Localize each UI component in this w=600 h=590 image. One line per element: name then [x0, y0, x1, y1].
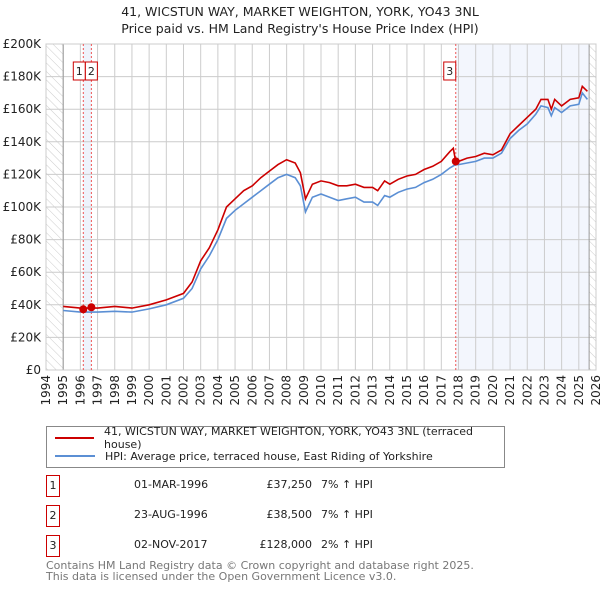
marker-badge: 1 [46, 475, 60, 497]
sale-point [79, 305, 88, 314]
y-tick-label: £40K [10, 298, 42, 312]
transaction-hpi: 2% ↑ HPI [321, 538, 373, 551]
x-tick-label: 2003 [194, 375, 208, 406]
transaction-date: 23-AUG-1996 [134, 508, 208, 521]
legend: 41, WICSTUN WAY, MARKET WEIGHTON, YORK, … [46, 425, 505, 468]
x-tick-label: 2025 [572, 375, 586, 406]
sale-label-box [84, 61, 98, 81]
sale-point [87, 303, 96, 312]
x-tick-label: 2004 [211, 375, 225, 406]
y-tick-label: £180K [3, 70, 43, 84]
x-tick-label: 2012 [348, 375, 362, 406]
x-tick-label: 1995 [56, 375, 70, 406]
x-tick-label: 2010 [314, 375, 328, 406]
legend-item-property: 41, WICSTUN WAY, MARKET WEIGHTON, YORK, … [55, 425, 504, 451]
x-tick-label: 2024 [555, 375, 569, 406]
sale-label: 1 [76, 65, 83, 78]
legend-label-hpi: HPI: Average price, terraced house, East… [105, 449, 433, 463]
x-tick-label: 2011 [331, 375, 345, 406]
legend-swatch-red [55, 437, 95, 439]
x-tick-label: 2026 [589, 375, 600, 406]
transaction-row: 2 23-AUG-1996 £38,500 7% ↑ HPI [46, 505, 446, 527]
x-tick-label: 2021 [503, 375, 517, 406]
transaction-date: 01-MAR-1996 [134, 478, 209, 491]
y-tick-label: £80K [10, 233, 42, 247]
marker-badge: 2 [46, 505, 60, 527]
transaction-row: 3 02-NOV-2017 £128,000 2% ↑ HPI [46, 535, 446, 557]
series-line-hpi [63, 91, 589, 313]
x-tick-label: 2018 [452, 375, 466, 406]
x-tick-label: 2022 [520, 375, 534, 406]
x-tick-label: 2023 [537, 375, 551, 406]
marker-badge: 3 [46, 535, 60, 557]
footer-licence: This data is licensed under the Open Gov… [46, 570, 397, 583]
plot-frame [45, 43, 597, 371]
sale-point [451, 157, 460, 166]
x-tick-label: 2020 [486, 375, 500, 406]
footer: Contains HM Land Registry data © Crown c… [46, 560, 474, 582]
title-line-2: Price paid vs. HM Land Registry's House … [121, 21, 479, 36]
sale-label: 2 [88, 65, 95, 78]
title-line-1: 41, WICSTUN WAY, MARKET WEIGHTON, YORK, … [121, 4, 479, 19]
transaction-price: £38,500 [266, 508, 313, 521]
y-tick-label: £60K [10, 265, 42, 279]
transaction-hpi: 7% ↑ HPI [321, 478, 373, 491]
y-tick-label: £140K [3, 135, 43, 149]
transaction-price: £37,250 [266, 478, 313, 491]
x-tick-label: 2017 [434, 375, 448, 406]
footer-copyright: Contains HM Land Registry data © Crown c… [46, 559, 474, 572]
legend-swatch-blue [55, 455, 95, 457]
y-tick-label: £200K [3, 37, 43, 51]
y-tick-label: £160K [3, 102, 43, 116]
y-tick-label: £0 [26, 363, 41, 377]
transaction-row: 1 01-MAR-1996 £37,250 7% ↑ HPI [46, 475, 446, 497]
x-tick-label: 1996 [73, 375, 87, 406]
legend-item-hpi: HPI: Average price, terraced house, East… [55, 448, 433, 464]
x-tick-label: 2008 [280, 375, 294, 406]
transaction-date: 02-NOV-2017 [134, 538, 208, 551]
x-tick-label: 2001 [159, 375, 173, 406]
series-line-property [63, 84, 588, 309]
y-tick-label: £120K [3, 167, 43, 181]
x-tick-label: 2007 [262, 375, 276, 406]
chart-plot: £0 £20K £40K £60K £80K £100K £120K £140K £160K £1… [3, 37, 600, 406]
x-tick-label: 2015 [400, 375, 414, 406]
x-tick-label: 1994 [39, 375, 53, 406]
x-tick-label: 2013 [366, 375, 380, 406]
x-tick-label: 2006 [245, 375, 259, 406]
x-tick-label: 1999 [125, 375, 139, 406]
x-tick-label: 2016 [417, 375, 431, 406]
chart-title: 41, WICSTUN WAY, MARKET WEIGHTON, YORK, … [0, 3, 600, 37]
transaction-price: £128,000 [259, 538, 313, 551]
y-tick-label: £100K [3, 200, 43, 214]
x-tick-label: 2002 [177, 375, 191, 406]
x-tick-label: 2014 [383, 375, 397, 406]
sale-label-box [443, 61, 457, 81]
x-tick-label: 2005 [228, 375, 242, 406]
x-tick-label: 1997 [91, 375, 105, 406]
transaction-hpi: 7% ↑ HPI [321, 508, 373, 521]
x-tick-label: 1998 [108, 375, 122, 406]
legend-label-property: 41, WICSTUN WAY, MARKET WEIGHTON, YORK, … [104, 425, 473, 451]
x-tick-label: 2000 [142, 375, 156, 406]
y-tick-label: £20K [10, 330, 42, 344]
sale-label: 3 [446, 65, 453, 78]
x-tick-label: 2019 [469, 375, 483, 406]
x-tick-label: 2009 [297, 375, 311, 406]
